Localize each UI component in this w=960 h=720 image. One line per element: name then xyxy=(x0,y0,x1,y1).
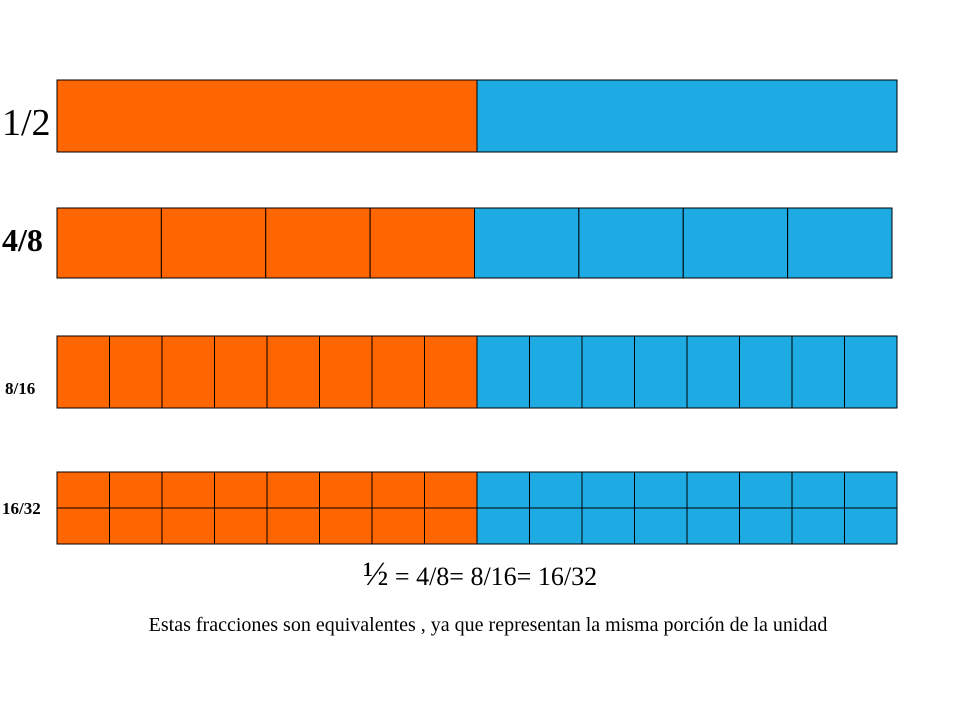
equation-half: ½ xyxy=(362,556,389,593)
shaded-part xyxy=(161,335,215,409)
fraction-bar-8 xyxy=(56,207,893,279)
row-label-sixteenths: 8/16 xyxy=(5,379,36,398)
unshaded-part xyxy=(634,507,688,545)
shaded-part xyxy=(109,471,163,509)
unshaded-part xyxy=(581,507,635,545)
unshaded-part xyxy=(791,335,845,409)
fraction-bar-16 xyxy=(56,335,898,409)
shaded-part xyxy=(319,507,373,545)
shaded-part xyxy=(424,471,478,509)
unshaded-part xyxy=(634,335,688,409)
unshaded-part xyxy=(844,471,898,509)
shaded-part xyxy=(161,507,215,545)
unshaded-part xyxy=(476,507,530,545)
explanation-caption: Estas fracciones son equivalentes , ya q… xyxy=(148,614,828,636)
unshaded-part xyxy=(791,471,845,509)
shaded-part xyxy=(371,471,425,509)
shaded-part xyxy=(56,207,162,279)
shaded-part xyxy=(369,207,475,279)
equivalence-equation: ½ = 4/8= 8/16= 16/32 xyxy=(0,556,960,594)
unshaded-part xyxy=(686,507,740,545)
unshaded-part xyxy=(581,335,635,409)
unshaded-part xyxy=(476,79,898,153)
shaded-part xyxy=(266,335,320,409)
unshaded-part xyxy=(529,507,583,545)
unshaded-part xyxy=(578,207,684,279)
unshaded-part xyxy=(739,471,793,509)
unshaded-part xyxy=(844,507,898,545)
shaded-part xyxy=(266,507,320,545)
shaded-part xyxy=(265,207,371,279)
unshaded-part xyxy=(686,335,740,409)
shaded-part xyxy=(109,507,163,545)
unshaded-part xyxy=(634,471,688,509)
equation-rest: = 4/8= 8/16= 16/32 xyxy=(388,562,598,591)
unshaded-part xyxy=(529,471,583,509)
shaded-part xyxy=(56,79,478,153)
unshaded-part xyxy=(791,507,845,545)
unshaded-part xyxy=(581,471,635,509)
shaded-part xyxy=(214,507,268,545)
unshaded-part xyxy=(529,335,583,409)
fraction-bars xyxy=(56,79,898,545)
shaded-part xyxy=(319,471,373,509)
unshaded-part xyxy=(686,471,740,509)
unshaded-part xyxy=(844,335,898,409)
fraction-bar-2 xyxy=(56,79,898,153)
fraction-bar-32 xyxy=(56,471,898,545)
shaded-part xyxy=(371,507,425,545)
row-label-thirtyseconds: 16/32 xyxy=(2,499,41,518)
shaded-part xyxy=(266,471,320,509)
shaded-part xyxy=(371,335,425,409)
row-label-eighths: 4/8 xyxy=(2,222,43,258)
shaded-part xyxy=(424,335,478,409)
shaded-part xyxy=(56,335,110,409)
row-label-half: 1/2 xyxy=(2,102,51,144)
unshaded-part xyxy=(682,207,789,279)
shaded-part xyxy=(161,471,215,509)
unshaded-part xyxy=(787,207,893,279)
unshaded-part xyxy=(739,507,793,545)
unshaded-part xyxy=(739,335,793,409)
shaded-part xyxy=(109,335,163,409)
unshaded-part xyxy=(476,471,530,509)
shaded-part xyxy=(160,207,267,279)
shaded-part xyxy=(319,335,373,409)
unshaded-part xyxy=(474,207,580,279)
shaded-part xyxy=(424,507,478,545)
shaded-part xyxy=(214,335,268,409)
shaded-part xyxy=(214,471,268,509)
unshaded-part xyxy=(476,335,530,409)
shaded-part xyxy=(56,471,110,509)
shaded-part xyxy=(56,507,110,545)
